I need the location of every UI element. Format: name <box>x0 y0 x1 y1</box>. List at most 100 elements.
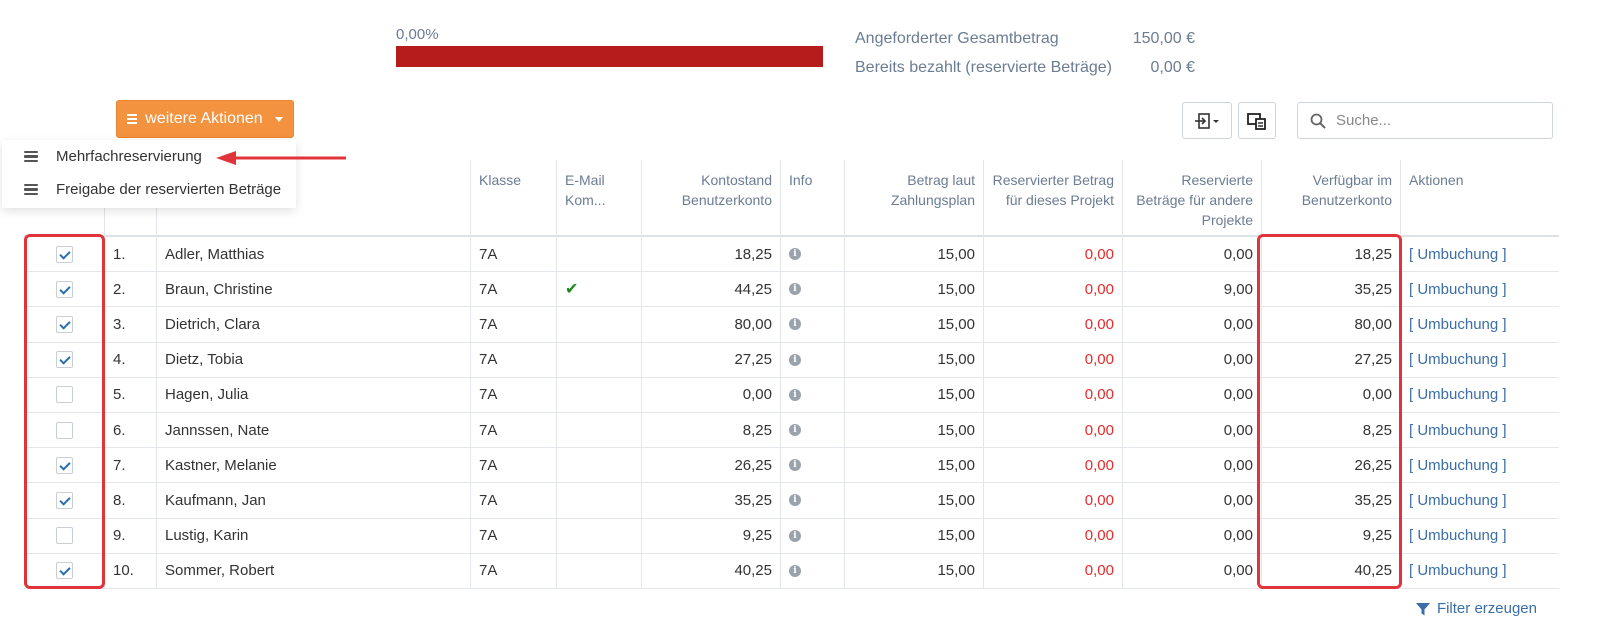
row-info-cell: i <box>780 483 844 518</box>
header-kontostand[interactable]: Kontostand Benutzerkonto <box>641 160 780 237</box>
progress-bar-fill <box>396 46 823 67</box>
row-reservierter-betrag: 0,00 <box>983 272 1122 307</box>
row-number: 8. <box>104 483 156 518</box>
row-select-cell <box>24 554 104 588</box>
info-icon[interactable]: i <box>789 388 801 401</box>
row-checkbox[interactable] <box>55 315 73 333</box>
table-header: Klasse E-Mail Kom... Kontostand Benutzer… <box>24 160 1559 237</box>
row-betrag: 15,00 <box>844 412 983 448</box>
header-klasse[interactable]: Klasse <box>470 160 556 237</box>
create-filter-link[interactable]: Filter erzeugen <box>1415 600 1537 617</box>
umbuchung-link[interactable]: [ Umbuchung ] <box>1400 237 1559 272</box>
row-name: Sommer, Robert <box>156 553 470 588</box>
row-checkbox[interactable] <box>55 280 73 298</box>
row-kontostand: 27,25 <box>641 342 780 377</box>
row-info-cell: i <box>780 412 844 448</box>
menu-item-mehrfachreservierung[interactable]: Mehrfachreservierung <box>2 140 296 173</box>
row-number: 6. <box>104 412 156 448</box>
row-info-cell: i <box>780 448 844 483</box>
info-icon[interactable]: i <box>789 318 801 331</box>
umbuchung-link[interactable]: [ Umbuchung ] <box>1400 307 1559 342</box>
row-kontostand: 44,25 <box>641 272 780 307</box>
row-verfuegbar: 9,25 <box>1261 518 1400 553</box>
row-betrag: 15,00 <box>844 307 983 342</box>
header-reservierte-andere[interactable]: Reservierte Beträge für andere Projekte <box>1122 160 1261 237</box>
menu-item-label: Freigabe der reservierten Beträge <box>56 181 282 198</box>
umbuchung-link[interactable]: [ Umbuchung ] <box>1400 272 1559 307</box>
header-betrag[interactable]: Betrag laut Zahlungsplan <box>844 160 983 237</box>
umbuchung-link[interactable]: [ Umbuchung ] <box>1400 342 1559 377</box>
row-klasse: 7A <box>470 377 556 412</box>
row-email-cell <box>556 307 641 342</box>
info-icon[interactable]: i <box>789 424 801 437</box>
row-checkbox[interactable] <box>55 351 73 369</box>
info-icon[interactable]: i <box>789 283 801 296</box>
search-box <box>1297 102 1553 139</box>
row-name: Kastner, Melanie <box>156 448 470 483</box>
row-klasse: 7A <box>470 412 556 448</box>
row-betrag: 15,00 <box>844 237 983 272</box>
umbuchung-link[interactable]: [ Umbuchung ] <box>1400 483 1559 518</box>
row-reservierte-andere: 0,00 <box>1122 448 1261 483</box>
row-verfuegbar: 35,25 <box>1261 272 1400 307</box>
header-info: Info <box>780 160 844 237</box>
more-actions-button[interactable]: weitere Aktionen <box>116 100 294 138</box>
row-number: 3. <box>104 307 156 342</box>
row-number: 4. <box>104 342 156 377</box>
row-select-cell <box>24 448 104 482</box>
table-row: 3. Dietrich, Clara 7A 80,00 i 15,00 0,00… <box>24 307 1559 343</box>
header-reservierter-betrag[interactable]: Reservierter Betrag für dieses Projekt <box>983 160 1122 237</box>
header-verfuegbar[interactable]: Verfügbar im Benutzerkonto <box>1261 160 1400 237</box>
row-reservierter-betrag: 0,00 <box>983 237 1122 272</box>
info-icon[interactable]: i <box>789 459 801 472</box>
actions-dropdown-menu: Mehrfachreservierung Freigabe der reserv… <box>2 140 296 208</box>
row-reservierte-andere: 0,00 <box>1122 518 1261 553</box>
header-email[interactable]: E-Mail Kom... <box>556 160 641 237</box>
row-email-cell <box>556 483 641 518</box>
row-klasse: 7A <box>470 518 556 553</box>
search-icon <box>1310 113 1326 129</box>
umbuchung-link[interactable]: [ Umbuchung ] <box>1400 553 1559 588</box>
info-icon[interactable]: i <box>789 494 801 507</box>
row-select-cell <box>24 307 104 341</box>
export-dropdown-button[interactable] <box>1182 102 1232 139</box>
participants-table: Klasse E-Mail Kom... Kontostand Benutzer… <box>24 160 1559 589</box>
column-toggle-button[interactable] <box>1238 102 1276 139</box>
row-email-cell <box>556 342 641 377</box>
row-number: 2. <box>104 272 156 307</box>
umbuchung-link[interactable]: [ Umbuchung ] <box>1400 518 1559 553</box>
umbuchung-link[interactable]: [ Umbuchung ] <box>1400 377 1559 412</box>
menu-item-freigabe-reservierte-betraege[interactable]: Freigabe der reservierten Beträge <box>2 173 296 206</box>
row-verfuegbar: 40,25 <box>1261 553 1400 588</box>
row-klasse: 7A <box>470 342 556 377</box>
umbuchung-link[interactable]: [ Umbuchung ] <box>1400 448 1559 483</box>
row-checkbox[interactable] <box>55 527 73 545</box>
row-email-cell <box>556 377 641 412</box>
umbuchung-link[interactable]: [ Umbuchung ] <box>1400 412 1559 448</box>
row-number: 1. <box>104 237 156 272</box>
row-checkbox[interactable] <box>55 562 73 580</box>
row-info-cell: i <box>780 518 844 553</box>
row-info-cell: i <box>780 377 844 412</box>
row-checkbox[interactable] <box>55 491 73 509</box>
info-icon[interactable]: i <box>789 248 801 261</box>
row-name: Dietrich, Clara <box>156 307 470 342</box>
row-email-cell <box>556 448 641 483</box>
row-kontostand: 18,25 <box>641 237 780 272</box>
info-icon[interactable]: i <box>789 529 801 542</box>
row-klasse: 7A <box>470 553 556 588</box>
summary-value: 150,00 € <box>1132 29 1195 47</box>
info-icon[interactable]: i <box>789 353 801 366</box>
summary-value: 0,00 € <box>1150 58 1195 76</box>
row-reservierter-betrag: 0,00 <box>983 553 1122 588</box>
table-row: 10. Sommer, Robert 7A 40,25 i 15,00 0,00… <box>24 553 1559 589</box>
row-checkbox[interactable] <box>55 421 73 439</box>
row-checkbox[interactable] <box>55 245 73 263</box>
row-info-cell: i <box>780 272 844 307</box>
row-select-cell <box>24 378 104 412</box>
row-checkbox[interactable] <box>55 456 73 474</box>
info-icon[interactable]: i <box>789 564 801 577</box>
row-reservierte-andere: 0,00 <box>1122 342 1261 377</box>
row-checkbox[interactable] <box>55 386 73 404</box>
search-input[interactable] <box>1336 112 1536 129</box>
